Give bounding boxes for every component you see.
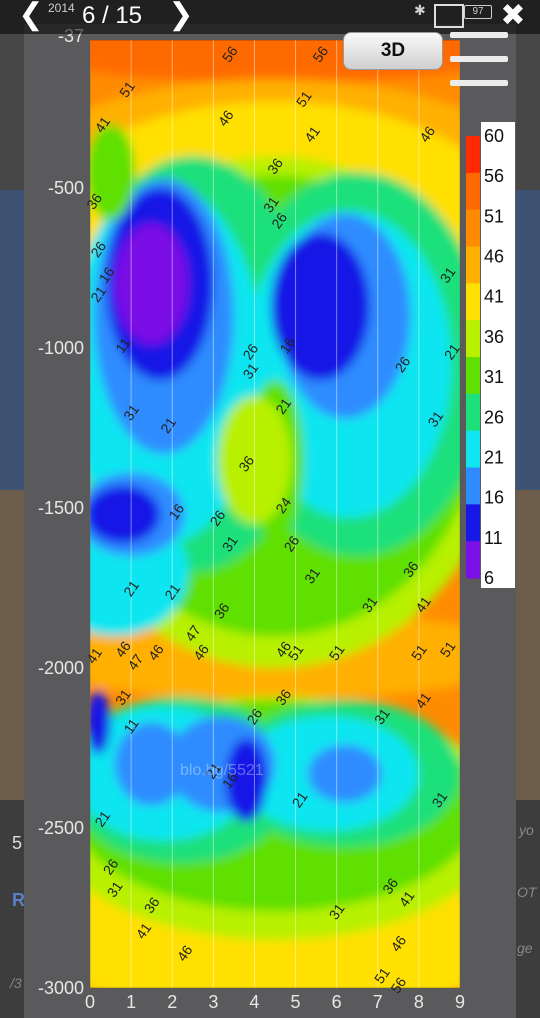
y-tick-label: -2000 — [38, 658, 84, 678]
x-tick-label: 0 — [85, 992, 95, 1012]
edge-text-r: R — [12, 890, 25, 910]
y-tick-label: -3000 — [38, 978, 84, 998]
contour-region-31 — [90, 124, 136, 221]
x-tick-label: 8 — [414, 992, 424, 1012]
y-tick-label: -1000 — [38, 338, 84, 358]
colorbar-tick-label: 46 — [484, 247, 504, 267]
contour-region-6 — [114, 223, 189, 345]
colorbar-label-backdrop — [481, 122, 515, 588]
y-tick-label: -500 — [48, 178, 84, 198]
colorbar-segment — [466, 209, 480, 247]
colorbar: 60 56 51 46 41 36 31 26 21 16 11 6 — [466, 122, 515, 588]
next-button[interactable]: ❯ — [164, 0, 198, 34]
colorbar-tick-label: 41 — [484, 287, 504, 307]
colorbar-segment — [466, 467, 480, 505]
x-tick-label: 1 — [126, 992, 136, 1012]
colorbar-segment — [466, 136, 480, 174]
view-3d-button[interactable]: 3D — [343, 32, 443, 70]
contour-region-11 — [90, 690, 111, 755]
colorbar-tick-label: 56 — [484, 166, 504, 186]
chevron-left-icon: ❮ — [18, 0, 44, 31]
battery-indicator: 97 — [464, 5, 492, 19]
y-tick-label: -1500 — [38, 498, 84, 518]
colorbar-segment — [466, 246, 480, 284]
menu-bar — [450, 56, 508, 62]
edge-text-yo: yo — [519, 822, 534, 838]
contour-fill-regions — [90, 40, 460, 988]
contour-region-11 — [225, 738, 267, 822]
colorbar-tick-label: 31 — [484, 367, 504, 387]
status-text: 2014 — [48, 1, 75, 15]
colorbar-tick-label: 26 — [484, 407, 504, 427]
edge-text-5: 5 — [12, 833, 23, 853]
colorbar-tick-label: 21 — [484, 447, 504, 467]
colorbar-segment — [466, 320, 480, 358]
hamburger-menu-button[interactable] — [450, 30, 510, 90]
watermark-text: blo.bg/5521 — [180, 762, 264, 779]
colorbar-tick-label: 36 — [484, 327, 504, 347]
colorbar-segment — [466, 393, 480, 432]
colorbar-segment — [466, 357, 480, 395]
contour-region-16 — [307, 744, 382, 803]
contour-region-11 — [270, 232, 370, 381]
colorbar-segment — [466, 172, 480, 211]
colorbar-segment — [466, 541, 480, 579]
bluetooth-icon: ✱ — [414, 2, 426, 18]
close-icon: ✖ — [500, 0, 526, 32]
x-tick-label: 9 — [455, 992, 465, 1012]
x-gridlines — [90, 40, 460, 988]
x-tick-label: 7 — [373, 992, 383, 1012]
colorbar-tick-label: 60 — [484, 126, 504, 146]
contour-region-16 — [114, 722, 189, 806]
viewer-top-bar: ❮ 2014 6 / 15 ❯ ✱ 97 ✖ — [0, 0, 540, 34]
x-axis: 0 1 2 3 4 5 6 7 8 9 — [85, 992, 465, 1012]
x-tick-label: 6 — [332, 992, 342, 1012]
edge-text-ot: OT — [517, 884, 537, 900]
contour-plot-area — [90, 40, 460, 988]
x-tick-label: 5 — [291, 992, 301, 1012]
contour-region-11 — [90, 485, 160, 544]
x-tick-label: 2 — [167, 992, 177, 1012]
close-button[interactable]: ✖ — [496, 0, 530, 34]
y-axis: -37-500-1000-1500-2000-2500-3000 — [38, 26, 84, 998]
menu-bar — [450, 80, 508, 86]
colorbar-segment — [466, 504, 480, 542]
prev-button[interactable]: ❮ — [14, 0, 48, 34]
colorbar-tick-label: 16 — [484, 488, 504, 508]
colorbar-tick-label: 11 — [484, 528, 503, 548]
edge-text-ge: ge — [517, 940, 533, 956]
colorbar-tick-label: 6 — [484, 568, 494, 588]
y-tick-label: -2500 — [38, 818, 84, 838]
signal-icon — [434, 4, 464, 28]
edge-text-slash: /3 — [10, 975, 22, 991]
x-tick-label: 4 — [249, 992, 259, 1012]
image-counter: 6 / 15 — [81, 2, 143, 29]
colorbar-segment — [466, 430, 480, 468]
colorbar-tick-label: 51 — [484, 206, 504, 226]
contour-region-36 — [217, 396, 292, 525]
colorbar-segment — [466, 283, 480, 321]
menu-bar — [450, 32, 508, 38]
x-tick-label: 3 — [208, 992, 218, 1012]
chevron-right-icon: ❯ — [168, 0, 194, 31]
